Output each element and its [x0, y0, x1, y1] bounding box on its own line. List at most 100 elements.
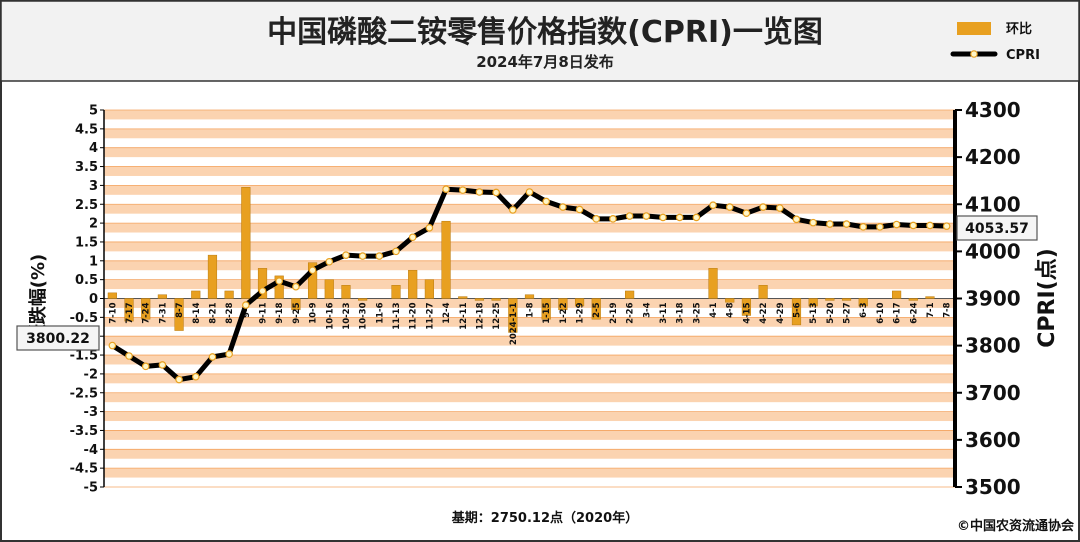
cpri-point-4-22 [759, 203, 767, 211]
legend: 环比 CPRI [950, 21, 1040, 63]
x-axis-ticks: 7-10 7-17 7-24 7-31 8-7 8-14 8-21 8-28 9-4 9-11 9-… [108, 302, 952, 345]
cpri-point-12-11 [458, 186, 467, 194]
x-tick-6-24: 6-24 [909, 302, 919, 323]
right-tick-4300: 4300 [965, 98, 1021, 122]
x-tick-8-28: 8-28 [225, 302, 235, 323]
bar-6-24 [908, 298, 918, 301]
cpri-point-7-17 [125, 352, 133, 360]
bar-11-20 [408, 269, 418, 299]
bar-8-7 [174, 298, 184, 331]
x-tick-1-22: 1-22 [559, 302, 569, 323]
cpri-point-9-18 [275, 277, 284, 285]
x-tick-10-16: 10-16 [325, 302, 335, 329]
left-tick-0: 0 [89, 292, 98, 307]
right-axis: 4300 4200 4100 4000 3900 3800 3700 3600 3500 [953, 98, 1021, 499]
cpri-point-7-8 [942, 222, 951, 230]
cpri-point-4-8 [725, 203, 734, 211]
right-tick-3900: 3900 [965, 287, 1021, 311]
bar-11-27 [424, 279, 434, 299]
cpri-point-10-9 [308, 266, 317, 275]
plot-band [104, 392, 955, 403]
cpri-point-8-7 [175, 375, 183, 384]
cpri-point-7-24 [141, 362, 150, 371]
x-tick-11-13: 11-13 [392, 302, 402, 329]
bar-4-22 [758, 285, 768, 299]
legend-bar-swatch [957, 22, 991, 35]
bar-10-23 [341, 285, 351, 299]
bar-5-27 [841, 298, 852, 301]
bar-1-22 [558, 298, 568, 311]
left-axis-label: 涨跌幅(%) [27, 254, 49, 343]
left-tick--0.5: -0.5 [70, 311, 98, 326]
header-panel [0, 0, 1080, 82]
x-tick-7-8: 7-8 [943, 302, 953, 317]
cpri-point-1-22 [559, 203, 567, 211]
plot-band [104, 317, 955, 327]
bar-6-3 [858, 298, 868, 307]
cpri-point-2-19 [609, 215, 617, 223]
cpri-point-8-14 [191, 372, 200, 381]
bar-7-1 [925, 296, 935, 299]
bar-12-18 [474, 298, 485, 301]
x-tick-2-5: 2-5 [592, 302, 602, 317]
bar-11-13 [391, 285, 401, 299]
x-tick-11-6: 11-6 [375, 302, 385, 323]
cpri-point-10-16 [325, 257, 334, 266]
bar-8-21 [207, 254, 218, 299]
cpri-point-9-4 [242, 301, 250, 309]
x-tick-6-17: 6-17 [893, 302, 903, 323]
x-tick-11-27: 11-27 [425, 302, 435, 329]
cpri-point-4-1 [709, 201, 717, 209]
plot-band [104, 373, 955, 384]
x-tick-12-11: 12-11 [459, 302, 469, 329]
x-tick-12-25: 12-25 [492, 302, 502, 329]
cpri-point-5-13 [809, 218, 817, 227]
bar-10-16 [324, 279, 334, 299]
cpri-point-11-6 [375, 252, 384, 260]
bar-series [107, 187, 935, 333]
left-tick--2: -2 [84, 367, 98, 382]
bar-7-17 [124, 298, 134, 322]
cpri-point-6-17 [892, 220, 901, 229]
x-tick-10-23: 10-23 [342, 302, 352, 329]
cpri-point-10-30 [358, 252, 367, 260]
right-tick-3800: 3800 [965, 334, 1021, 358]
plot-band [104, 298, 955, 308]
x-tick-4-1: 4-1 [709, 302, 719, 317]
x-tick-9-18: 9-18 [275, 302, 285, 323]
bar-9-25 [291, 298, 301, 311]
bar-7-10 [107, 292, 117, 299]
cpri-point-12-25 [492, 188, 500, 197]
x-tick-9-25: 9-25 [292, 302, 302, 323]
left-tick-1.5: 1.5 [75, 235, 98, 250]
cpri-point-11-20 [408, 233, 417, 242]
plot-band [104, 223, 955, 233]
legend-bar-label: 环比 [1006, 21, 1032, 37]
plot-band [104, 468, 955, 478]
bar-4-8 [725, 298, 735, 303]
left-tick--4.5: -4.5 [70, 462, 98, 477]
x-tick-11-20: 11-20 [409, 302, 419, 329]
cpri-point-3-11 [659, 213, 667, 222]
right-axis-label: CPRI(点) [1034, 248, 1060, 348]
x-tick-7-17: 7-17 [125, 302, 135, 323]
x-tick-3-18: 3-18 [676, 302, 686, 323]
x-tick-12-18: 12-18 [475, 302, 485, 329]
x-tick-7-24: 7-24 [142, 302, 152, 323]
right-tick-4100: 4100 [965, 192, 1021, 216]
x-tick-6-3: 6-3 [859, 302, 869, 317]
left-tick-3: 3 [89, 179, 98, 194]
cpri-point-7-10 [108, 341, 117, 350]
x-tick-1-15: 1-15 [542, 302, 552, 323]
plot-band [104, 128, 955, 139]
x-tick-10-30: 10-30 [359, 302, 369, 329]
legend-line-marker [970, 50, 978, 58]
x-tick-5-6: 5-6 [792, 302, 802, 317]
cpri-point-8-21 [208, 353, 217, 361]
line-series [108, 185, 951, 384]
x-tick-3-25: 3-25 [692, 302, 702, 323]
left-tick--2.5: -2.5 [70, 386, 98, 401]
right-tick-3600: 3600 [965, 428, 1021, 452]
x-tick-3-4: 3-4 [642, 302, 652, 317]
